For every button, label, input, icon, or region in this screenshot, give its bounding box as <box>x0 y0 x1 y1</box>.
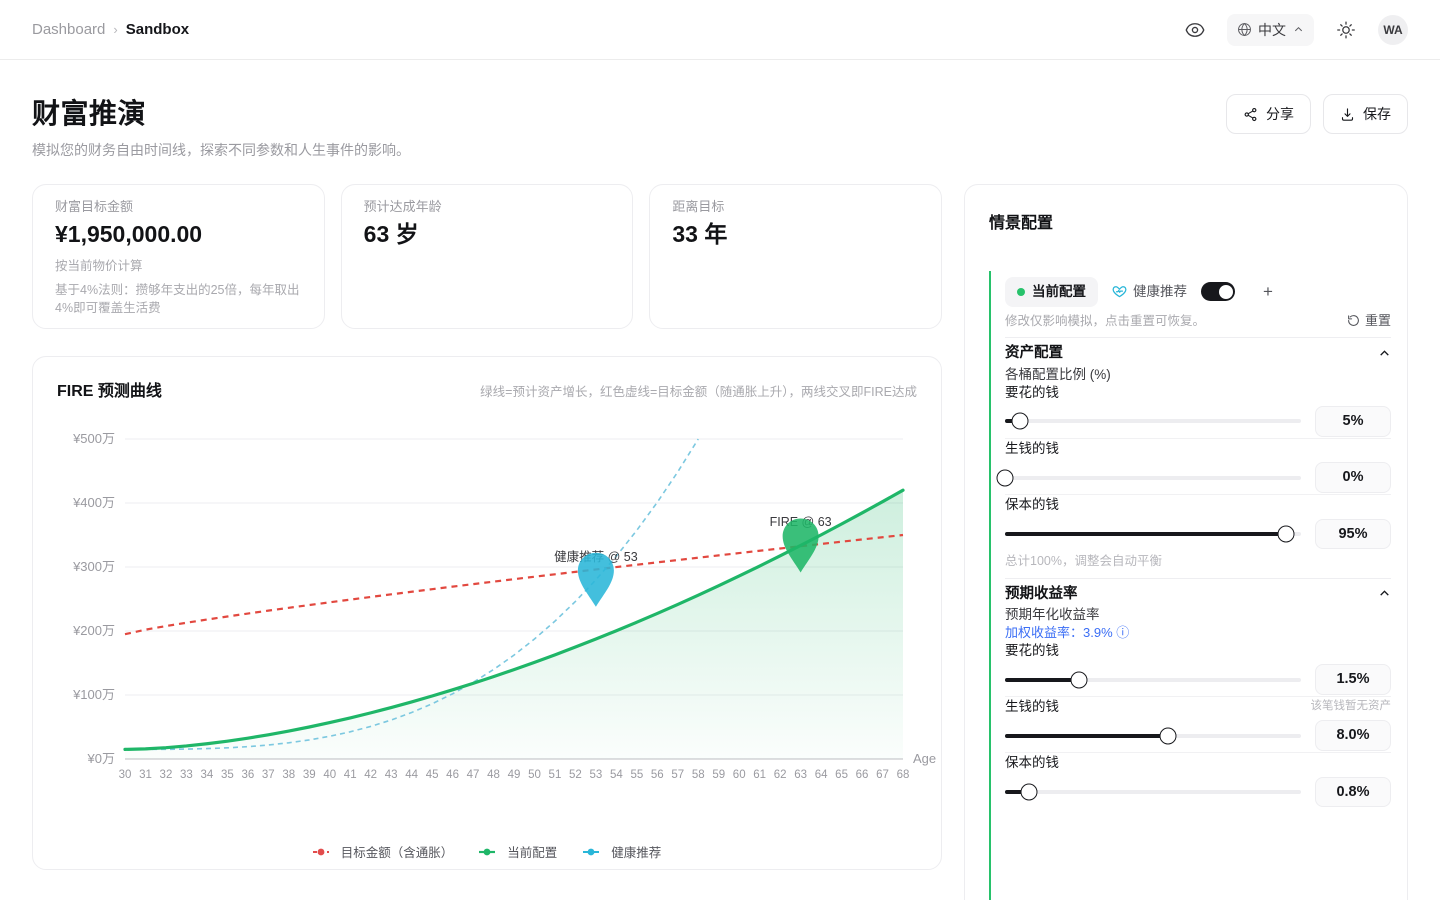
svg-text:57: 57 <box>671 769 684 781</box>
svg-text:63: 63 <box>794 769 807 781</box>
svg-text:¥300万: ¥300万 <box>72 559 115 574</box>
svg-text:38: 38 <box>282 769 295 781</box>
svg-text:42: 42 <box>364 769 377 781</box>
svg-text:¥500万: ¥500万 <box>72 431 115 446</box>
svg-text:50: 50 <box>528 769 541 781</box>
svg-text:43: 43 <box>385 769 398 781</box>
svg-text:Age: Age <box>913 751 936 766</box>
svg-text:54: 54 <box>610 769 623 781</box>
svg-text:41: 41 <box>344 769 357 781</box>
svg-text:62: 62 <box>774 769 787 781</box>
svg-text:¥400万: ¥400万 <box>72 495 115 510</box>
svg-text:52: 52 <box>569 769 582 781</box>
svg-text:66: 66 <box>856 769 869 781</box>
svg-text:61: 61 <box>753 769 766 781</box>
svg-text:68: 68 <box>897 769 910 781</box>
svg-text:45: 45 <box>426 769 439 781</box>
svg-text:64: 64 <box>815 769 828 781</box>
svg-text:53: 53 <box>589 769 602 781</box>
svg-text:32: 32 <box>160 769 173 781</box>
svg-text:46: 46 <box>446 769 459 781</box>
svg-text:51: 51 <box>549 769 562 781</box>
svg-text:33: 33 <box>180 769 193 781</box>
svg-text:35: 35 <box>221 769 234 781</box>
svg-text:44: 44 <box>405 769 418 781</box>
svg-text:58: 58 <box>692 769 705 781</box>
svg-text:47: 47 <box>467 769 480 781</box>
svg-text:31: 31 <box>139 769 152 781</box>
svg-text:36: 36 <box>241 769 254 781</box>
svg-text:59: 59 <box>712 769 725 781</box>
svg-text:37: 37 <box>262 769 275 781</box>
svg-text:48: 48 <box>487 769 500 781</box>
svg-text:55: 55 <box>630 769 643 781</box>
svg-text:67: 67 <box>876 769 889 781</box>
svg-text:39: 39 <box>303 769 316 781</box>
svg-text:49: 49 <box>508 769 521 781</box>
svg-text:30: 30 <box>119 769 132 781</box>
svg-text:56: 56 <box>651 769 664 781</box>
svg-text:60: 60 <box>733 769 746 781</box>
svg-text:¥100万: ¥100万 <box>72 687 115 702</box>
svg-text:¥200万: ¥200万 <box>72 623 115 638</box>
svg-text:65: 65 <box>835 769 848 781</box>
svg-text:40: 40 <box>323 769 336 781</box>
svg-text:¥0万: ¥0万 <box>87 751 115 766</box>
svg-text:34: 34 <box>200 769 213 781</box>
